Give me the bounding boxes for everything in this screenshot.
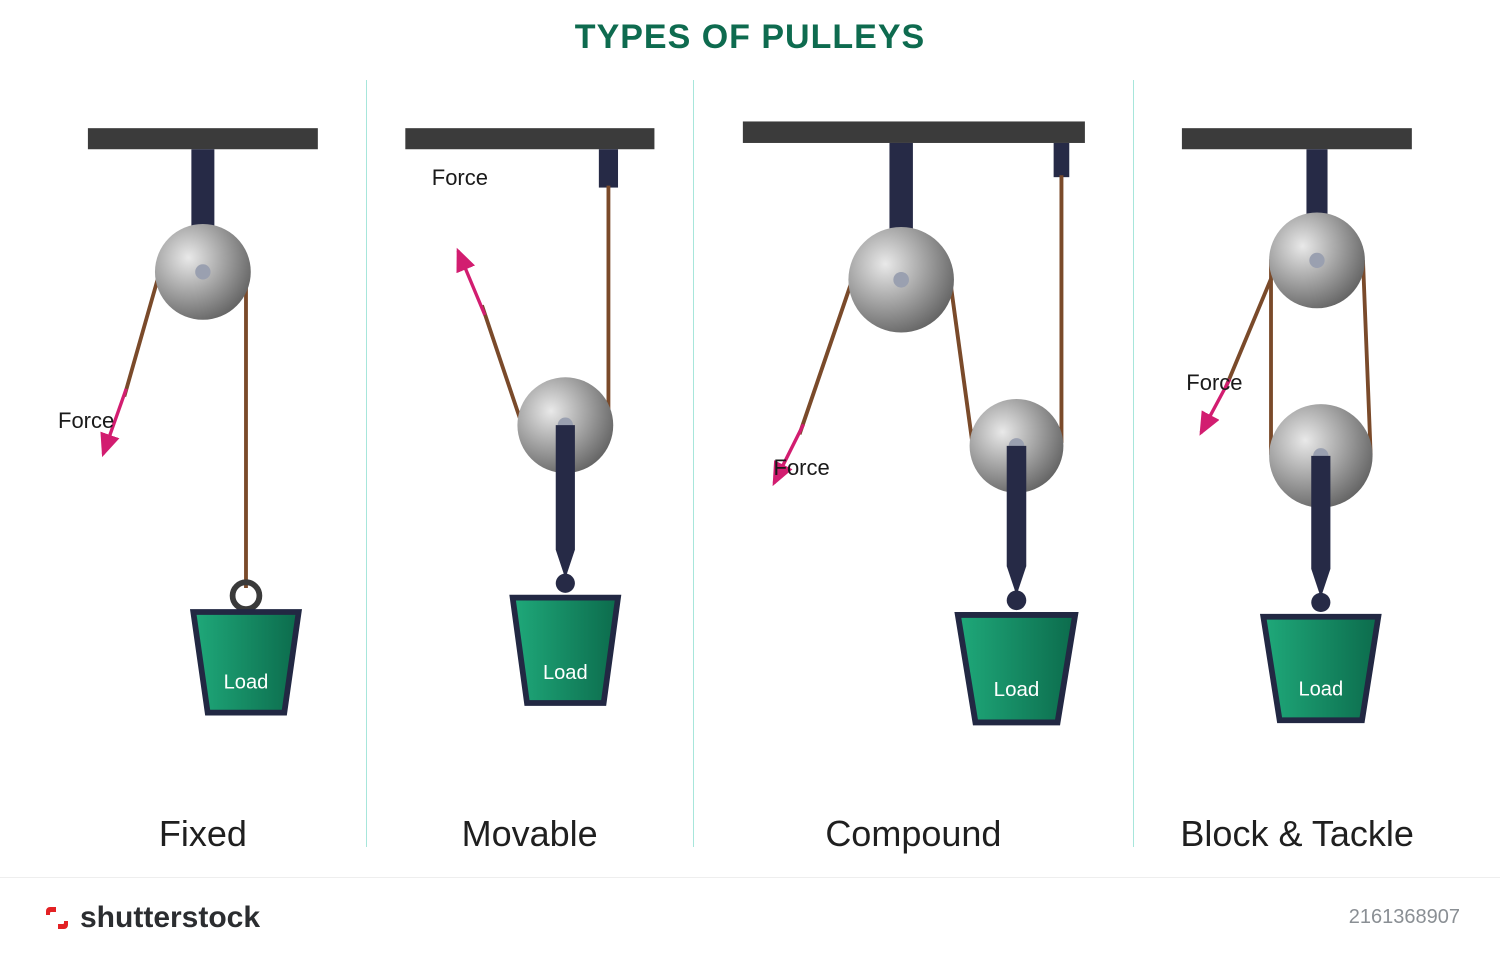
panel-row: Load Force Fixed: [40, 80, 1460, 847]
compound-pulley-diagram: Load: [694, 80, 1134, 847]
force-label: Force: [58, 408, 114, 434]
footer-bar: shutterstock 2161368907: [0, 877, 1500, 957]
load-label: Load: [224, 672, 269, 694]
force-label: Force: [774, 455, 830, 481]
brand-text: shutterstock: [80, 901, 260, 935]
load-label: Load: [543, 662, 588, 684]
image-id: 2161368907: [1349, 906, 1460, 929]
panel-block-tackle: Load Force Block & Tackle: [1134, 80, 1460, 847]
caption-compound: Compound: [694, 813, 1134, 855]
brand-logo: shutterstock: [40, 901, 260, 935]
fixed-pulley-diagram: Load: [40, 80, 366, 847]
force-label: Force: [1186, 370, 1242, 396]
movable-pulley-diagram: Load: [367, 80, 693, 847]
caption-block-tackle: Block & Tackle: [1134, 813, 1460, 855]
force-label: Force: [432, 165, 488, 191]
panel-fixed: Load Force Fixed: [40, 80, 367, 847]
block-tackle-diagram: Load: [1134, 80, 1460, 847]
load-label: Load: [993, 678, 1039, 701]
shutterstock-icon: [40, 901, 74, 935]
caption-fixed: Fixed: [40, 813, 366, 855]
caption-movable: Movable: [367, 813, 693, 855]
load-label: Load: [1299, 678, 1344, 700]
page-title: TYPES OF PULLEYS: [0, 18, 1500, 57]
panel-movable: Load Force Movable: [367, 80, 694, 847]
panel-compound: Load Force Compound: [694, 80, 1135, 847]
